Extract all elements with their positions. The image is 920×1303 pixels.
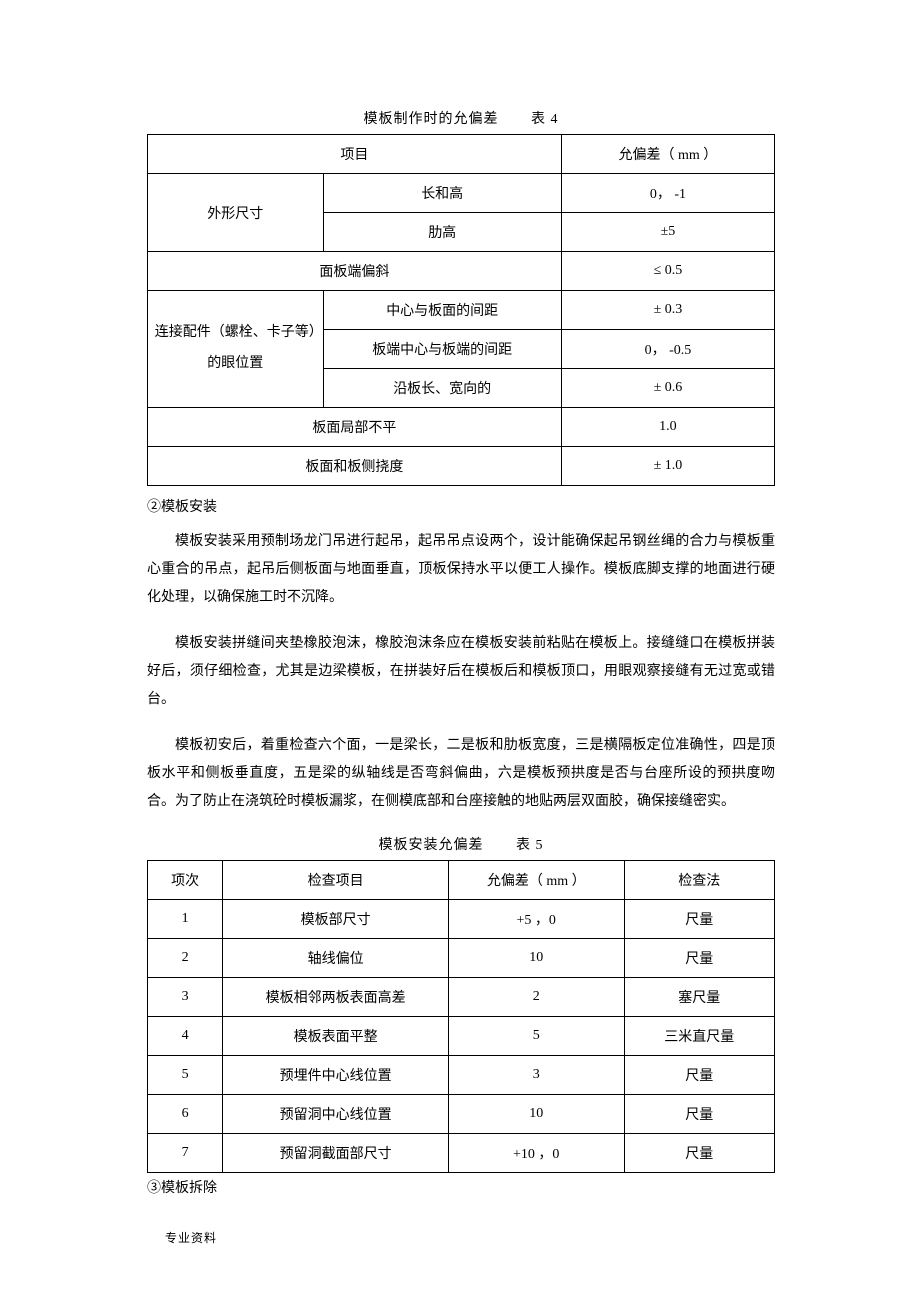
- table2: 项次 检查项目 允偏差（ mm ） 检查法 1模板部尺寸+5 ，0尺量2轴线偏位…: [147, 860, 775, 1173]
- table-row: 板面和板侧挠度 ± 1.0: [148, 447, 775, 486]
- table2-header-item: 检查项目: [223, 861, 449, 900]
- table2-cell: 7: [148, 1134, 223, 1173]
- table2-cell: 模板表面平整: [223, 1017, 449, 1056]
- table2-cell: 1: [148, 900, 223, 939]
- table-row: 外形尺寸 长和高 0， -1: [148, 174, 775, 213]
- table1-title-row: 模板制作时的允偏差 表 4: [147, 108, 775, 128]
- table2-cell: 预埋件中心线位置: [223, 1056, 449, 1095]
- table1: 项目 允偏差（ mm ） 外形尺寸 长和高 0， -1 肋高 ±5 面板端偏斜 …: [147, 134, 775, 486]
- table1-cell: ± 0.6: [561, 369, 774, 408]
- table-row: 连接配件（螺栓、卡子等）的眼位置 中心与板面的间距 ± 0.3: [148, 291, 775, 330]
- table2-cell: 尺量: [624, 939, 775, 978]
- table1-cell: 0， -1: [561, 174, 774, 213]
- table1-cell: 长和高: [323, 174, 561, 213]
- table2-cell: 尺量: [624, 1095, 775, 1134]
- bottom-label: 专业资料: [165, 1229, 775, 1246]
- table2-cell: +5 ，0: [448, 900, 624, 939]
- table1-label: 表 4: [531, 112, 559, 127]
- table1-header-tol: 允偏差（ mm ）: [561, 135, 774, 174]
- table1-cell: ±5: [561, 213, 774, 252]
- paragraph-3: 模板初安后，着重检查六个面，一是梁长，二是板和肋板宽度，三是横隔板定位准确性，四…: [147, 732, 775, 816]
- section-remove-head: ③模板拆除: [147, 1177, 775, 1197]
- table2-cell: 2: [148, 939, 223, 978]
- table-row: 3模板相邻两板表面高差2塞尺量: [148, 978, 775, 1017]
- table2-title-row: 模板安装允偏差 表 5: [147, 834, 775, 854]
- table-row: 板面局部不平 1.0: [148, 408, 775, 447]
- table2-cell: 预留洞中心线位置: [223, 1095, 449, 1134]
- table-row: 5预埋件中心线位置3尺量: [148, 1056, 775, 1095]
- table1-title: 模板制作时的允偏差: [364, 112, 499, 127]
- table2-cell: 10: [448, 1095, 624, 1134]
- table2-cell: 尺量: [624, 1056, 775, 1095]
- table1-cell: 板端中心与板端的间距: [323, 330, 561, 369]
- table2-cell: 5: [448, 1017, 624, 1056]
- table2-cell: 4: [148, 1017, 223, 1056]
- table1-group2-label: 连接配件（螺栓、卡子等）的眼位置: [148, 291, 324, 408]
- table2-cell: 3: [148, 978, 223, 1017]
- table1-cell: ± 1.0: [561, 447, 774, 486]
- table1-cell: 肋高: [323, 213, 561, 252]
- table1-header-item: 项目: [148, 135, 562, 174]
- table1-cell: 1.0: [561, 408, 774, 447]
- table2-cell: 三米直尺量: [624, 1017, 775, 1056]
- table2-cell: 轴线偏位: [223, 939, 449, 978]
- table2-header-method: 检查法: [624, 861, 775, 900]
- paragraph-1: 模板安装采用预制场龙门吊进行起吊，起吊吊点设两个，设计能确保起吊钢丝绳的合力与模…: [147, 528, 775, 612]
- table2-cell: +10 ，0: [448, 1134, 624, 1173]
- table2-cell: 10: [448, 939, 624, 978]
- table-row: 7预留洞截面部尺寸+10 ，0尺量: [148, 1134, 775, 1173]
- table1-cell: 板面局部不平: [148, 408, 562, 447]
- table2-label: 表 5: [516, 838, 544, 853]
- table2-cell: 6: [148, 1095, 223, 1134]
- table1-cell: 板面和板侧挠度: [148, 447, 562, 486]
- table1-cell: 中心与板面的间距: [323, 291, 561, 330]
- table-row: 1模板部尺寸+5 ，0尺量: [148, 900, 775, 939]
- table1-cell: 面板端偏斜: [148, 252, 562, 291]
- page-container: 模板制作时的允偏差 表 4 项目 允偏差（ mm ） 外形尺寸 长和高 0， -…: [0, 0, 920, 1286]
- table2-header-no: 项次: [148, 861, 223, 900]
- table2-cell: 模板部尺寸: [223, 900, 449, 939]
- table1-cell: ≤ 0.5: [561, 252, 774, 291]
- table2-cell: 尺量: [624, 1134, 775, 1173]
- paragraph-2: 模板安装拼缝间夹垫橡胶泡沫，橡胶泡沫条应在模板安装前粘贴在模板上。接缝缝口在模板…: [147, 630, 775, 714]
- table1-cell: 沿板长、宽向的: [323, 369, 561, 408]
- table2-header-tol: 允偏差（ mm ）: [448, 861, 624, 900]
- table2-cell: 预留洞截面部尺寸: [223, 1134, 449, 1173]
- table1-group1-label: 外形尺寸: [148, 174, 324, 252]
- table2-cell: 塞尺量: [624, 978, 775, 1017]
- table1-cell: ± 0.3: [561, 291, 774, 330]
- table2-cell: 3: [448, 1056, 624, 1095]
- table2-cell: 尺量: [624, 900, 775, 939]
- table1-cell: 0， -0.5: [561, 330, 774, 369]
- table-row: 2轴线偏位10尺量: [148, 939, 775, 978]
- table2-header-row: 项次 检查项目 允偏差（ mm ） 检查法: [148, 861, 775, 900]
- table2-title: 模板安装允偏差: [379, 838, 484, 853]
- table-row: 4模板表面平整5三米直尺量: [148, 1017, 775, 1056]
- table-row: 面板端偏斜 ≤ 0.5: [148, 252, 775, 291]
- table-row: 6预留洞中心线位置10尺量: [148, 1095, 775, 1134]
- table2-cell: 2: [448, 978, 624, 1017]
- table2-cell: 模板相邻两板表面高差: [223, 978, 449, 1017]
- section-install-head: ②模板安装: [147, 496, 775, 516]
- table1-header-row: 项目 允偏差（ mm ）: [148, 135, 775, 174]
- table2-cell: 5: [148, 1056, 223, 1095]
